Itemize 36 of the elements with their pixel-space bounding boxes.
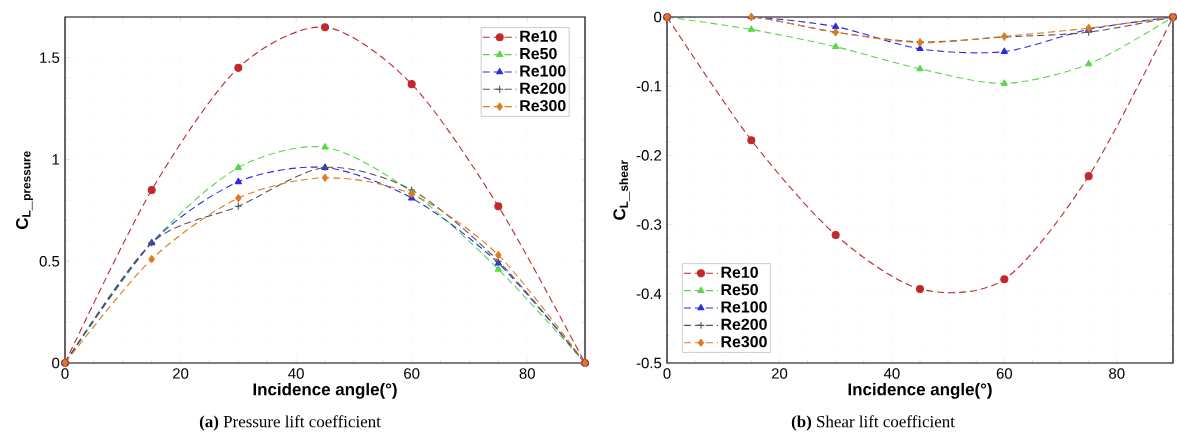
x-tick-label: 40 (883, 368, 900, 379)
x-tick-label: 80 (1109, 368, 1125, 379)
y-tick-label: 0.5 (39, 255, 60, 267)
legend-label: Re300 (721, 336, 767, 348)
x-tick-label: 20 (173, 368, 189, 379)
x-axis-title: Incidence angle(°) (253, 382, 397, 399)
y-tick-label: 1.5 (40, 52, 60, 63)
y-tick-label: -0.4 (636, 288, 662, 300)
legend-label: Re50 (520, 47, 557, 60)
x-tick-label: 40 (288, 368, 304, 379)
y-tick-label: 0 (52, 357, 60, 369)
x-tick-label: 60 (996, 368, 1013, 379)
y-axis-title: $\mathbf{C_{L\_pressure}}$ (16, 151, 33, 230)
y-tick-label: 1 (52, 154, 60, 165)
x-axis-title: Incidence angle(°) (848, 382, 992, 399)
legend-label: Re300 (520, 99, 566, 112)
legend-label: Re100 (520, 65, 566, 77)
y-tick-label: -0.5 (636, 357, 662, 369)
x-tick-label: 60 (404, 368, 420, 379)
legend-label: Re200 (721, 318, 767, 330)
legend-label: Re200 (520, 82, 566, 94)
x-tick-label: 0 (61, 368, 69, 379)
legend-label: Re50 (721, 283, 758, 296)
x-tick-label: 0 (663, 368, 671, 379)
y-axis-title: $\mathbf{C_{L\_shear}}$ (613, 160, 630, 220)
y-tick-label: -0.2 (636, 150, 662, 161)
y-tick-label: -0.1 (636, 80, 662, 92)
x-tick-label: 80 (519, 368, 535, 379)
text: (a) Pressure lift coefficient (199, 415, 381, 431)
legend-label: Re10 (520, 30, 557, 42)
legend-label: Re10 (721, 266, 758, 278)
y-tick-label: 0 (654, 11, 662, 23)
legend-label: Re100 (721, 301, 767, 313)
text: (b) Shear lift coefficient (791, 415, 955, 431)
x-tick-label: 20 (771, 368, 788, 379)
y-tick-label: -0.3 (636, 219, 662, 230)
